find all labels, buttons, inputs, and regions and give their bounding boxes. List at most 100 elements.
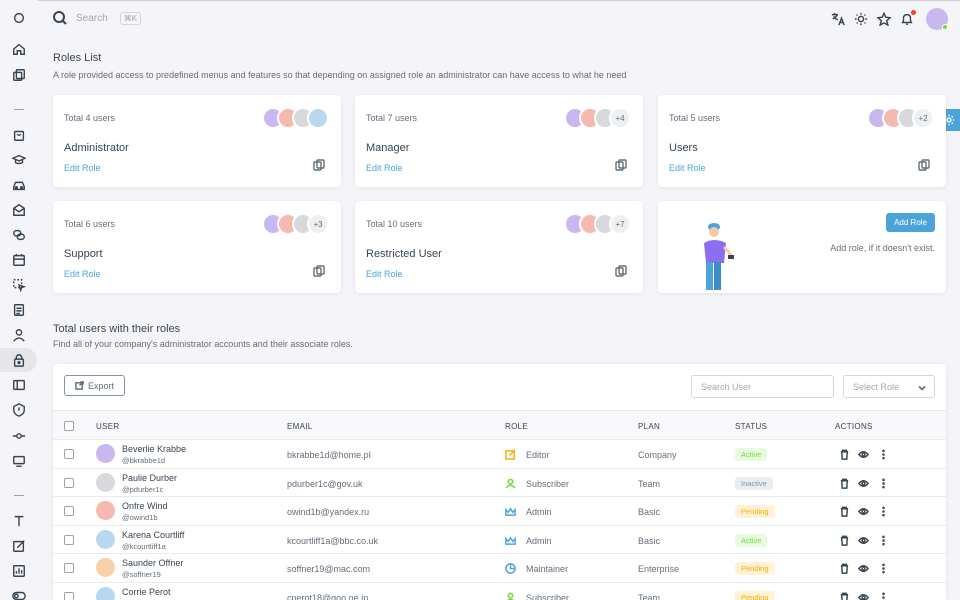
more-vertical-icon[interactable] [878, 505, 889, 517]
eye-icon[interactable] [857, 505, 870, 516]
add-role-button[interactable]: Add Role [886, 213, 935, 232]
copy-pages-icon[interactable] [11, 67, 27, 83]
select-all-checkbox[interactable] [64, 421, 74, 431]
monitor-icon[interactable] [11, 453, 27, 469]
row-checkbox[interactable] [64, 477, 74, 488]
eye-icon[interactable] [857, 591, 870, 600]
row-checkbox[interactable] [64, 592, 74, 600]
logo-circle-icon[interactable] [11, 10, 27, 26]
user-name[interactable]: Beverlie Krabbe [122, 444, 187, 454]
chat-icon[interactable] [11, 227, 27, 243]
top-navbar: Search ⌘K [38, 0, 960, 38]
edit-role-link[interactable]: Edit Role [366, 269, 403, 279]
select-role-placeholder: Select Role [853, 382, 900, 392]
more-vertical-icon[interactable] [878, 591, 889, 600]
role-avatar-group: +4 [564, 107, 631, 129]
table-row[interactable]: Karena Courtliff @kcourtliff1a kcourtlif… [53, 526, 946, 555]
lock-icon[interactable] [11, 352, 27, 368]
toggle-icon[interactable] [11, 588, 27, 600]
edit-role-link[interactable]: Edit Role [64, 269, 101, 279]
bell-icon[interactable] [900, 10, 916, 26]
copy-icon[interactable] [615, 159, 627, 171]
copy-icon[interactable] [918, 159, 930, 171]
global-search[interactable]: Search ⌘K [52, 10, 142, 26]
export-button[interactable]: Export [64, 375, 125, 396]
column-status[interactable]: STATUS [735, 422, 768, 431]
table-row[interactable]: Saunder Offner @soffner19 soffner19@mac.… [53, 554, 946, 583]
delete-icon[interactable] [839, 591, 850, 600]
export-label: Export [87, 380, 114, 391]
user-email: cperot18@goo.ne.jp [287, 593, 369, 600]
user-name[interactable]: Corrie Perot [122, 587, 171, 597]
invoice-icon[interactable] [11, 302, 27, 318]
home-icon[interactable] [11, 41, 27, 57]
delete-icon[interactable] [839, 505, 850, 518]
copy-icon[interactable] [313, 265, 325, 277]
kanban-cursor-icon[interactable] [11, 277, 27, 293]
status-badge: Pending [735, 505, 775, 519]
copy-icon[interactable] [313, 159, 325, 171]
delete-icon[interactable] [839, 534, 850, 546]
select-role-dropdown[interactable]: Select Role [843, 375, 935, 398]
more-vertical-icon[interactable] [878, 448, 889, 460]
search-user-input[interactable]: Search User [691, 375, 834, 398]
user-avatar[interactable] [926, 8, 948, 30]
more-vertical-icon[interactable] [878, 477, 889, 489]
table-row[interactable]: Paulie Durber @pdurber1c pdurber1c@gov.u… [53, 469, 946, 498]
edit-role-link[interactable]: Edit Role [669, 163, 706, 173]
table-row[interactable]: Beverlie Krabbe @bkrabbe1d bkrabbe1d@hom… [53, 440, 946, 469]
more-vertical-icon[interactable] [878, 562, 889, 574]
layout-sidebar-icon[interactable] [11, 377, 27, 393]
delete-icon[interactable] [839, 477, 850, 489]
edit-square-icon[interactable] [11, 538, 27, 554]
user-name[interactable]: Paulie Durber [122, 472, 178, 483]
column-plan[interactable]: PLAN [638, 422, 661, 431]
eye-icon[interactable] [857, 562, 870, 573]
user-name[interactable]: Saunder Offner [122, 558, 184, 569]
graduation-cap-icon[interactable] [11, 152, 27, 168]
user-icon [505, 591, 516, 600]
user-name[interactable]: Onfre Wind [122, 501, 168, 512]
column-user[interactable]: USER [96, 422, 120, 431]
row-checkbox[interactable] [64, 506, 74, 517]
shield-icon[interactable] [11, 402, 27, 418]
role-avatar-group: +2 [867, 107, 934, 129]
shopping-bag-icon[interactable] [11, 127, 27, 143]
typography-icon[interactable] [11, 513, 27, 529]
role-total-users: Total 6 users [64, 219, 116, 229]
column-email[interactable]: EMAIL [287, 422, 313, 431]
user-name[interactable]: Karena Courtliff [122, 529, 185, 540]
pie-chart-icon [505, 562, 516, 575]
delete-icon[interactable] [839, 448, 850, 460]
column-actions: ACTIONS [835, 422, 873, 431]
eye-icon[interactable] [857, 534, 870, 545]
copy-icon[interactable] [615, 265, 627, 277]
row-checkbox[interactable] [64, 563, 74, 574]
car-icon[interactable] [11, 177, 27, 193]
column-role[interactable]: ROLE [505, 422, 528, 431]
user-email: owind1b@yandex.ru [287, 507, 370, 518]
star-icon[interactable] [877, 12, 891, 26]
more-members-badge: +2 [912, 107, 934, 129]
sidebar-divider [14, 109, 24, 110]
avatar [96, 558, 115, 578]
delete-icon[interactable] [839, 562, 850, 575]
eye-icon[interactable] [857, 477, 870, 488]
row-checkbox[interactable] [64, 534, 74, 545]
user-handle: @pdurber1c [122, 484, 164, 494]
sun-icon[interactable] [854, 12, 868, 26]
row-checkbox[interactable] [64, 449, 74, 459]
user-email: soffner19@mac.com [287, 564, 371, 575]
table-row[interactable]: Onfre Wind @owind1b owind1b@yandex.ru Ad… [53, 497, 946, 526]
translate-icon[interactable] [831, 12, 845, 26]
more-vertical-icon[interactable] [878, 534, 889, 546]
chart-bar-icon[interactable] [11, 563, 27, 579]
mail-icon[interactable] [11, 202, 27, 218]
eye-icon[interactable] [857, 448, 870, 459]
edit-role-link[interactable]: Edit Role [64, 163, 101, 173]
calendar-icon[interactable] [11, 252, 27, 268]
git-commit-icon[interactable] [11, 428, 27, 444]
edit-role-link[interactable]: Edit Role [366, 163, 403, 173]
user-icon[interactable] [11, 327, 27, 343]
table-row[interactable]: Corrie Perot @cperot18 cperot18@goo.ne.j… [53, 583, 946, 600]
